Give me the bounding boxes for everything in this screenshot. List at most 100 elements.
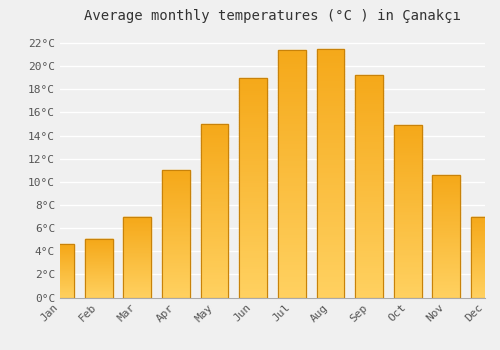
Bar [200,204,228,205]
Bar [124,268,151,269]
Bar [394,186,421,187]
Bar [200,273,228,275]
Bar [394,189,421,191]
Bar [355,220,383,222]
Bar [84,258,112,259]
Bar [471,294,499,295]
Bar [355,109,383,111]
Bar [316,89,344,91]
Bar [46,256,74,257]
Bar [124,262,151,263]
Bar [200,138,228,140]
Bar [316,126,344,128]
Bar [394,234,421,236]
Bar [84,271,112,272]
Bar [355,116,383,118]
Bar [471,289,499,290]
Bar [200,200,228,202]
Bar [432,228,460,229]
Bar [240,186,267,188]
Bar [84,268,112,269]
Bar [316,69,344,71]
Bar [316,260,344,263]
Bar [316,280,344,282]
Bar [432,246,460,247]
Bar [355,93,383,96]
Bar [316,240,344,243]
Bar [162,290,190,291]
Bar [278,154,305,156]
Bar [278,191,305,194]
Bar [162,177,190,178]
Bar [394,256,421,258]
Bar [471,243,499,244]
Bar [162,285,190,286]
Bar [316,54,344,56]
Bar [240,289,267,291]
Bar [46,290,74,291]
Bar [278,90,305,92]
Bar [394,225,421,227]
Bar [355,211,383,213]
Bar [432,213,460,214]
Bar [394,137,421,139]
Bar [432,254,460,256]
Bar [355,291,383,293]
Bar [240,93,267,95]
Bar [84,285,112,286]
Bar [162,178,190,179]
Bar [432,215,460,217]
Bar [240,267,267,269]
Bar [471,247,499,248]
Bar [124,286,151,287]
Bar [316,285,344,288]
Bar [432,199,460,201]
Bar [162,199,190,201]
Bar [471,272,499,273]
Bar [316,253,344,255]
Bar [316,176,344,178]
Bar [84,294,112,295]
Bar [240,234,267,236]
Bar [316,181,344,183]
Bar [162,189,190,191]
Bar [162,292,190,294]
Bar [200,296,228,298]
Bar [316,93,344,96]
Bar [200,292,228,294]
Bar [200,284,228,285]
Bar [432,280,460,281]
Bar [471,263,499,264]
Bar [240,280,267,282]
Bar [278,102,305,104]
Bar [316,193,344,196]
Bar [240,84,267,86]
Bar [240,220,267,223]
Bar [432,266,460,267]
Bar [278,57,305,60]
Bar [432,198,460,200]
Bar [278,288,305,290]
Bar [394,215,421,217]
Bar [46,295,74,296]
Bar [240,108,267,111]
Bar [394,296,421,298]
Bar [278,97,305,99]
Bar [162,262,190,263]
Bar [46,288,74,289]
Bar [124,240,151,241]
Bar [316,178,344,181]
Bar [355,140,383,142]
Bar [316,163,344,166]
Bar [84,244,112,245]
Bar [316,263,344,265]
Bar [316,220,344,223]
Bar [124,241,151,243]
Bar [278,55,305,57]
Bar [240,146,267,148]
Bar [162,196,190,197]
Bar [394,174,421,175]
Bar [162,280,190,281]
Bar [316,61,344,64]
Bar [355,246,383,248]
